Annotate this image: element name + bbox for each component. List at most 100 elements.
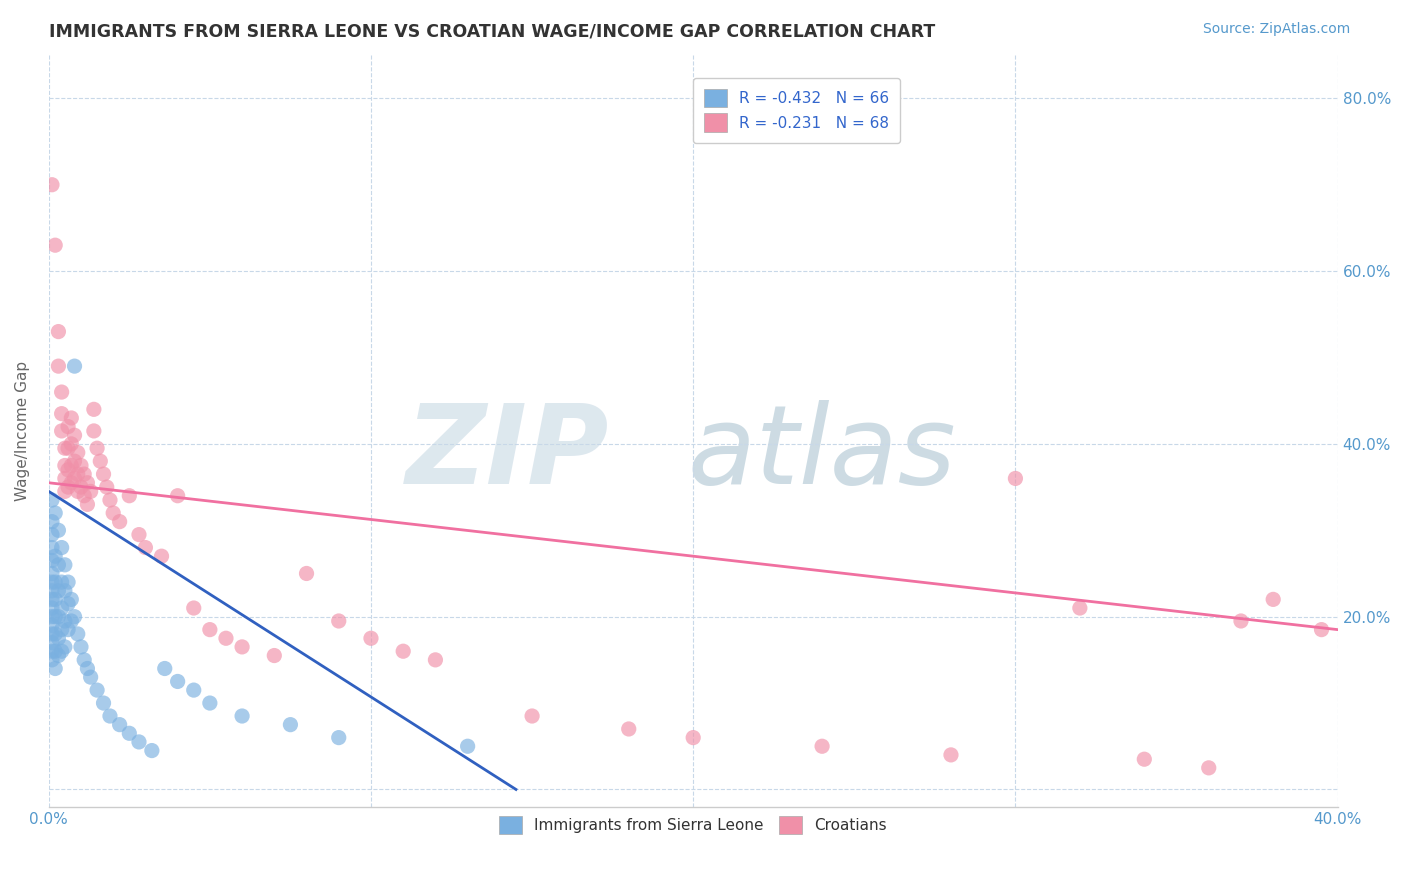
Point	[41, 493, 63, 508]
Point	[44, 549, 66, 564]
Point	[108, 717, 131, 731]
Point	[231, 640, 253, 654]
Point	[41, 627, 63, 641]
Point	[83, 424, 105, 438]
Point	[51, 575, 73, 590]
Point	[263, 648, 285, 663]
Point	[617, 722, 640, 736]
Point	[1133, 752, 1156, 766]
Point	[198, 623, 221, 637]
Point	[41, 601, 63, 615]
Point	[128, 735, 150, 749]
Point	[48, 359, 70, 373]
Point	[44, 592, 66, 607]
Point	[41, 527, 63, 541]
Point	[51, 601, 73, 615]
Point	[89, 454, 111, 468]
Point	[51, 623, 73, 637]
Point	[98, 493, 121, 508]
Point	[51, 424, 73, 438]
Point	[44, 609, 66, 624]
Point	[48, 648, 70, 663]
Point	[44, 661, 66, 675]
Point	[63, 609, 86, 624]
Point	[360, 632, 382, 646]
Point	[53, 484, 76, 499]
Point	[70, 480, 93, 494]
Point	[53, 583, 76, 598]
Point	[128, 527, 150, 541]
Y-axis label: Wage/Income Gap: Wage/Income Gap	[15, 361, 30, 501]
Point	[41, 609, 63, 624]
Text: ZIP: ZIP	[406, 400, 609, 507]
Point	[118, 489, 141, 503]
Text: atlas: atlas	[688, 400, 956, 507]
Point	[79, 670, 101, 684]
Point	[295, 566, 318, 581]
Point	[457, 739, 479, 754]
Point	[66, 445, 89, 459]
Point	[93, 696, 115, 710]
Point	[1230, 614, 1253, 628]
Point	[86, 683, 108, 698]
Point	[44, 506, 66, 520]
Point	[44, 575, 66, 590]
Point	[141, 743, 163, 757]
Point	[56, 463, 79, 477]
Point	[66, 484, 89, 499]
Point	[44, 627, 66, 641]
Point	[1198, 761, 1220, 775]
Point	[41, 575, 63, 590]
Point	[53, 441, 76, 455]
Point	[103, 506, 125, 520]
Point	[66, 627, 89, 641]
Point	[60, 411, 83, 425]
Point	[183, 601, 205, 615]
Point	[48, 523, 70, 537]
Point	[183, 683, 205, 698]
Point	[328, 731, 350, 745]
Point	[70, 458, 93, 473]
Point	[53, 471, 76, 485]
Point	[48, 632, 70, 646]
Point	[79, 484, 101, 499]
Point	[56, 419, 79, 434]
Point	[51, 644, 73, 658]
Point	[41, 178, 63, 192]
Point	[73, 467, 96, 482]
Point	[53, 458, 76, 473]
Point	[63, 454, 86, 468]
Text: IMMIGRANTS FROM SIERRA LEONE VS CROATIAN WAGE/INCOME GAP CORRELATION CHART: IMMIGRANTS FROM SIERRA LEONE VS CROATIAN…	[49, 22, 935, 40]
Point	[60, 458, 83, 473]
Point	[44, 644, 66, 658]
Point	[198, 696, 221, 710]
Point	[166, 489, 188, 503]
Point	[51, 385, 73, 400]
Point	[134, 541, 156, 555]
Point	[1263, 592, 1285, 607]
Point	[41, 541, 63, 555]
Point	[425, 653, 447, 667]
Point	[96, 480, 118, 494]
Point	[70, 640, 93, 654]
Point	[41, 583, 63, 598]
Point	[231, 709, 253, 723]
Point	[1069, 601, 1091, 615]
Point	[811, 739, 834, 754]
Point	[1004, 471, 1026, 485]
Point	[1310, 623, 1333, 637]
Point	[56, 575, 79, 590]
Point	[63, 428, 86, 442]
Point	[60, 592, 83, 607]
Point	[76, 475, 98, 490]
Point	[56, 441, 79, 455]
Point	[56, 480, 79, 494]
Point	[41, 515, 63, 529]
Point	[76, 661, 98, 675]
Point	[56, 597, 79, 611]
Point	[66, 467, 89, 482]
Point	[98, 709, 121, 723]
Point	[53, 558, 76, 572]
Point	[73, 489, 96, 503]
Point	[118, 726, 141, 740]
